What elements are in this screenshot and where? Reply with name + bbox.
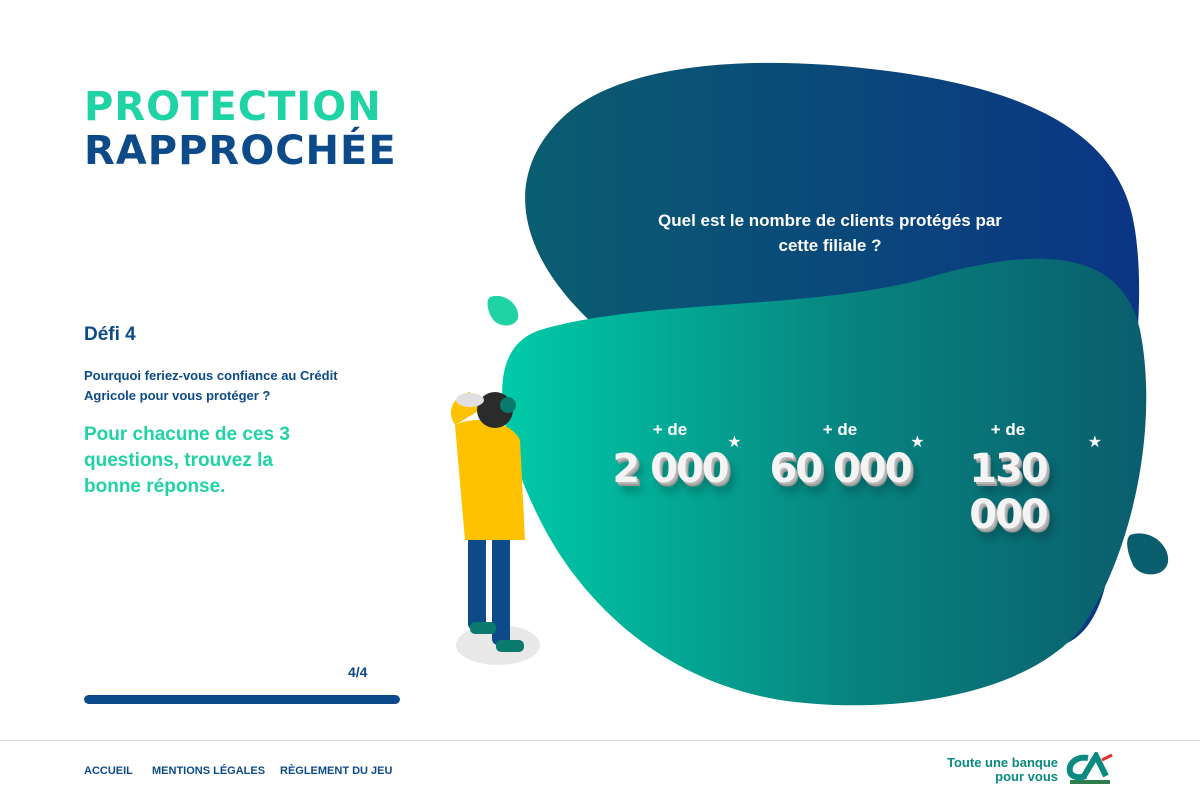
dark-droplet (1127, 533, 1169, 575)
footer-link-mentions-legales[interactable]: MENTIONS LÉGALES (152, 765, 266, 777)
option-value: 130 000 (969, 446, 1048, 538)
footer-link-accueil[interactable]: ACCUEIL (84, 765, 133, 777)
option-value: 2 000 (612, 446, 729, 492)
logo-line-1: PROTECTION (84, 84, 382, 130)
footer-link-reglement[interactable]: RÈGLEMENT DU JEU (280, 765, 393, 777)
credit-agricole-logo[interactable] (1066, 752, 1116, 786)
person-illustration (450, 392, 540, 665)
footer-divider (0, 740, 1200, 741)
progress-bar (84, 695, 400, 704)
tagline-line-2: pour vous (995, 769, 1058, 784)
challenge-title: Défi 4 (84, 324, 136, 345)
star-icon: ★ (727, 432, 741, 451)
brand-tagline: Toute une banque pour vous (930, 756, 1058, 784)
option-prefix: + de (822, 420, 858, 439)
answer-option-2[interactable]: + de 60 000 ★ (760, 420, 924, 492)
answer-option-3[interactable]: + de 130 000 ★ (928, 420, 1102, 538)
instruction-text: Pour chacune de ces 3 questions, trouvez… (84, 424, 290, 497)
quiz-question: Quel est le nombre de clients protégés p… (658, 211, 1002, 255)
tagline-line-1: Toute une banque (947, 755, 1058, 770)
star-icon: ★ (1087, 432, 1102, 451)
challenge-question: Pourquoi feriez-vous confiance au Crédit… (84, 368, 338, 403)
answer-option-1[interactable]: + de 2 000 ★ (590, 420, 750, 492)
progress-fill (84, 695, 400, 704)
teal-droplet (487, 295, 519, 326)
option-prefix: + de (652, 420, 688, 439)
option-prefix: + de (990, 420, 1026, 439)
progress-label: 4/4 (348, 664, 368, 680)
teal-blob (502, 258, 1147, 706)
logo-line-2: RAPPROCHÉE (84, 128, 397, 174)
option-value: 60 000 (769, 446, 912, 492)
star-icon: ★ (910, 432, 924, 451)
background-blobs (450, 62, 1169, 706)
